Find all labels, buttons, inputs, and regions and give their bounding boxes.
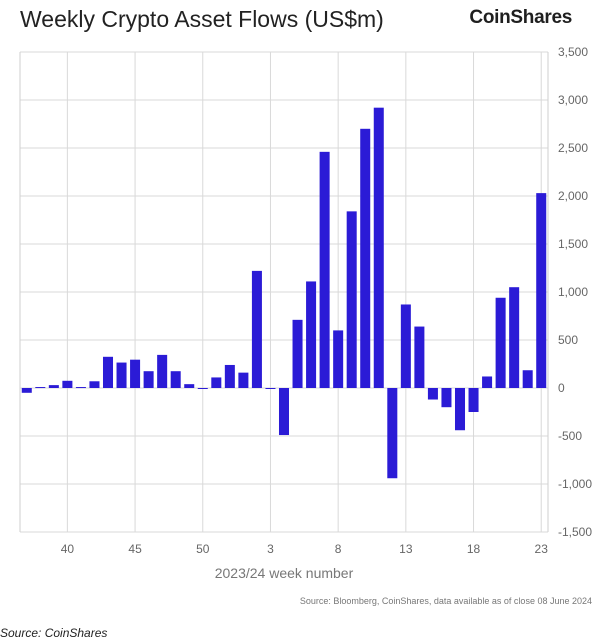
source-note: Source: Bloomberg, CoinShares, data avai…	[299, 596, 592, 606]
bar	[170, 371, 181, 388]
bar	[536, 193, 547, 388]
bar	[482, 376, 493, 388]
y-axis-ticks: 3,500 3,000 2,500 2,000 1,500 1,000 500 0 -500 -1…	[558, 45, 592, 539]
bar	[75, 387, 86, 389]
y-tick-label: -1,500	[558, 525, 592, 539]
bar	[116, 362, 127, 388]
bar	[102, 356, 114, 388]
bar	[143, 371, 154, 388]
x-axis-label: 2023/24 week number	[215, 565, 354, 581]
x-tick-label: 13	[399, 542, 413, 556]
y-tick-label: -1,000	[558, 477, 592, 491]
bar	[427, 388, 438, 400]
bar	[441, 388, 452, 408]
bar	[509, 287, 520, 388]
y-tick-label: 2,500	[558, 141, 588, 155]
y-tick-label: 1,000	[558, 285, 588, 299]
chart-title: Weekly Crypto Asset Flows (US$m)	[20, 6, 384, 32]
x-tick-label: 18	[467, 542, 481, 556]
x-tick-label: 45	[128, 542, 142, 556]
coinshares-logo: CoinShares	[469, 7, 572, 28]
bar	[251, 270, 262, 388]
bar	[414, 326, 425, 388]
bar	[387, 388, 398, 479]
bars	[21, 107, 547, 479]
bar	[454, 388, 466, 431]
bar	[224, 364, 235, 388]
y-tick-label: 3,500	[558, 45, 588, 59]
bar	[495, 297, 506, 388]
y-tick-label: 1,500	[558, 237, 588, 251]
bar	[306, 281, 317, 388]
x-tick-label: 50	[196, 542, 210, 556]
bar	[522, 370, 533, 388]
bar	[184, 384, 195, 388]
bar	[197, 388, 208, 389]
bar	[468, 388, 479, 412]
y-tick-label: -500	[558, 429, 582, 443]
grid-lines	[19, 51, 549, 533]
x-tick-label: 8	[335, 542, 342, 556]
x-axis-ticks: 40 45 50 3 8 13 18 23	[61, 542, 549, 556]
bar	[346, 211, 357, 388]
bar	[157, 354, 168, 388]
bar	[265, 388, 276, 389]
bar	[35, 387, 46, 389]
bar	[333, 330, 344, 388]
bar	[319, 151, 330, 388]
bar	[400, 304, 411, 388]
bar	[360, 128, 371, 389]
bar	[48, 385, 59, 388]
bar	[21, 388, 32, 393]
bar	[89, 381, 100, 388]
bar	[373, 107, 384, 389]
bar	[292, 319, 303, 388]
bar	[211, 377, 222, 388]
x-tick-label: 23	[535, 542, 549, 556]
bar	[130, 359, 141, 388]
bar	[62, 380, 73, 388]
bar	[238, 372, 249, 388]
x-tick-label: 40	[61, 542, 75, 556]
y-tick-label: 0	[558, 381, 565, 395]
y-tick-label: 3,000	[558, 93, 588, 107]
x-tick-label: 3	[267, 542, 274, 556]
bar	[278, 388, 290, 436]
source-caption: Source: CoinShares	[0, 626, 108, 640]
y-tick-label: 500	[558, 333, 578, 347]
y-tick-label: 2,000	[558, 189, 588, 203]
